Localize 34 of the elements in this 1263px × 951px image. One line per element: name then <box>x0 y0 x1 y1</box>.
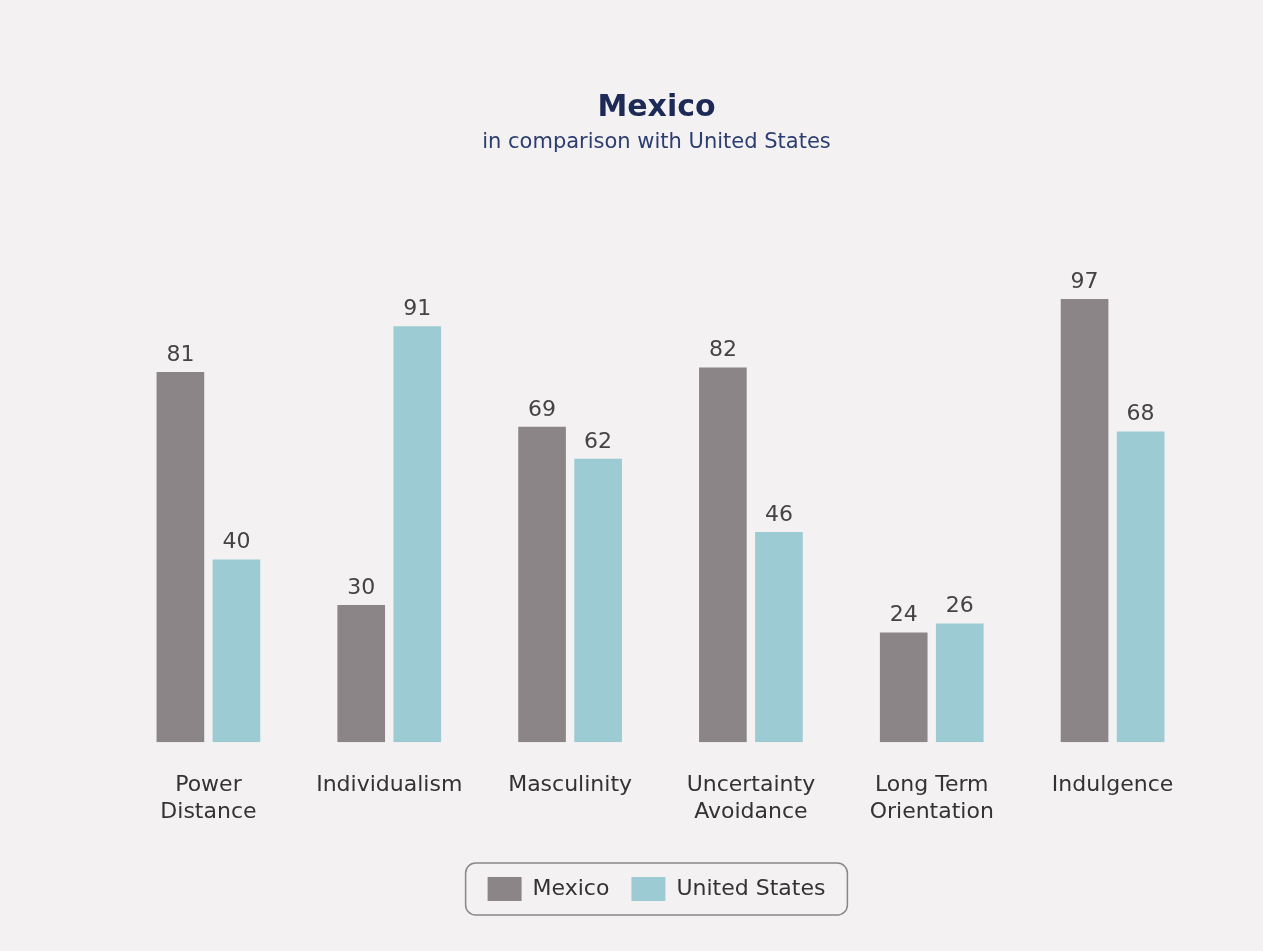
legend-label: United States <box>676 874 826 900</box>
data-label: 68 <box>1126 400 1155 426</box>
bar <box>755 531 803 743</box>
bar <box>156 372 205 743</box>
bar <box>1060 298 1109 743</box>
data-label: 30 <box>347 573 376 599</box>
bar <box>337 605 386 743</box>
data-label: 91 <box>403 295 432 321</box>
data-label: 40 <box>222 528 251 554</box>
x-tick-label: Uncertainty Avoidance <box>686 771 816 823</box>
chart-subtitle: in comparison with United States <box>482 129 831 154</box>
data-label: 97 <box>1070 267 1099 293</box>
x-tick-label: Long Term Orientation <box>869 771 994 823</box>
legend-label: Mexico <box>532 874 610 900</box>
bar <box>393 326 442 743</box>
x-tick-label: Indulgence <box>1051 771 1174 797</box>
x-tick-label: Power Distance <box>160 771 257 823</box>
chart-title: Mexico <box>597 87 716 123</box>
bar <box>935 623 984 743</box>
data-label: 46 <box>764 500 793 526</box>
bar <box>518 426 566 743</box>
data-label: 62 <box>584 427 613 453</box>
x-tick-label: Individualism <box>316 771 463 797</box>
data-label: 69 <box>528 395 557 421</box>
bar <box>699 367 747 743</box>
data-label: 81 <box>166 340 195 366</box>
data-label: 26 <box>945 592 974 618</box>
bar <box>879 632 928 743</box>
bar <box>1116 431 1165 743</box>
bar <box>212 559 261 743</box>
x-tick-label: Masculinity <box>508 771 633 797</box>
data-label: 24 <box>889 601 918 627</box>
bar <box>574 458 622 743</box>
data-label: 82 <box>708 336 737 362</box>
